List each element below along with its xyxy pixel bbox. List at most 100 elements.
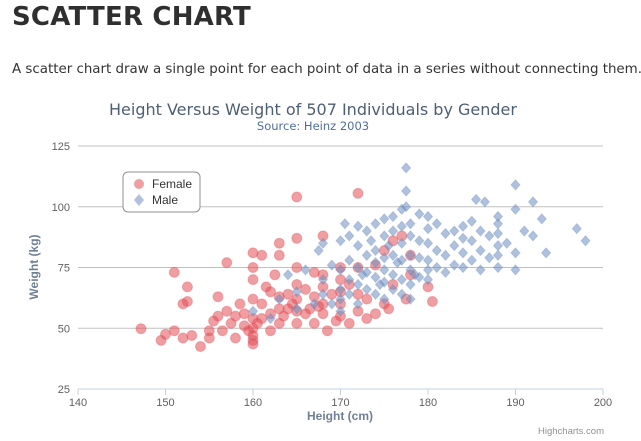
male-point[interactable] [440, 227, 451, 240]
male-point[interactable] [313, 244, 324, 257]
female-point[interactable] [181, 281, 193, 293]
male-point[interactable] [387, 210, 399, 223]
female-point[interactable] [370, 308, 381, 320]
male-point[interactable] [422, 273, 434, 286]
male-point[interactable] [449, 225, 460, 237]
male-point[interactable] [352, 220, 364, 232]
male-point[interactable] [510, 203, 521, 215]
female-point[interactable] [160, 328, 171, 340]
female-point[interactable] [234, 298, 246, 310]
male-point[interactable] [383, 239, 394, 252]
female-point[interactable] [212, 310, 224, 322]
male-point[interactable] [466, 235, 477, 247]
male-point[interactable] [352, 298, 364, 310]
female-point[interactable] [426, 296, 438, 307]
legend-item-female[interactable]: Female [134, 177, 192, 191]
male-point[interactable] [317, 237, 329, 249]
male-point[interactable] [470, 193, 482, 206]
male-point[interactable] [344, 273, 355, 286]
male-point[interactable] [414, 252, 425, 264]
male-point[interactable] [352, 278, 364, 291]
male-point[interactable] [370, 271, 381, 283]
male-point[interactable] [396, 237, 407, 249]
male-point[interactable] [414, 271, 425, 283]
male-point[interactable] [449, 259, 460, 271]
female-point[interactable] [308, 317, 320, 329]
male-point[interactable] [519, 225, 530, 237]
male-point[interactable] [400, 185, 412, 197]
female-point[interactable] [343, 317, 355, 329]
male-point[interactable] [484, 230, 495, 242]
female-point[interactable] [265, 286, 276, 298]
male-point[interactable] [457, 247, 469, 259]
female-point[interactable] [361, 313, 373, 324]
female-point[interactable] [291, 317, 303, 329]
male-point[interactable] [400, 162, 412, 174]
male-point[interactable] [457, 220, 469, 232]
male-point[interactable] [405, 278, 416, 291]
male-point[interactable] [422, 210, 434, 223]
male-point[interactable] [339, 218, 351, 230]
male-point[interactable] [370, 256, 381, 269]
female-point[interactable] [203, 332, 215, 344]
male-point[interactable] [475, 264, 486, 276]
male-point[interactable] [309, 298, 320, 310]
male-point[interactable] [379, 213, 390, 225]
male-point[interactable] [387, 283, 399, 296]
male-point[interactable] [396, 273, 407, 286]
male-point[interactable] [352, 261, 364, 274]
male-point[interactable] [265, 312, 276, 325]
male-point[interactable] [405, 293, 416, 305]
male-point[interactable] [475, 244, 486, 257]
male-point[interactable] [291, 303, 302, 315]
female-point[interactable] [186, 330, 198, 341]
male-point[interactable] [396, 288, 407, 300]
male-point[interactable] [510, 247, 521, 259]
male-point[interactable] [440, 266, 451, 279]
female-point[interactable] [291, 232, 303, 244]
male-point[interactable] [571, 222, 582, 235]
female-point[interactable] [269, 269, 281, 281]
male-point[interactable] [370, 244, 381, 257]
male-point[interactable] [440, 249, 451, 262]
female-point[interactable] [247, 274, 259, 286]
male-point[interactable] [282, 269, 294, 281]
female-point[interactable] [256, 298, 268, 310]
male-point[interactable] [396, 254, 407, 266]
female-point[interactable] [247, 293, 259, 305]
male-point[interactable] [335, 305, 346, 317]
legend-item-male[interactable]: Male [134, 193, 178, 207]
male-point[interactable] [317, 273, 329, 286]
male-point[interactable] [422, 222, 434, 235]
female-point[interactable] [361, 293, 373, 305]
male-point[interactable] [379, 252, 390, 264]
male-point[interactable] [379, 230, 390, 242]
male-point[interactable] [370, 288, 381, 300]
male-point[interactable] [396, 220, 407, 232]
male-point[interactable] [365, 235, 377, 247]
male-point[interactable] [540, 247, 552, 259]
female-point[interactable] [300, 283, 311, 295]
male-point[interactable] [479, 196, 491, 208]
male-point[interactable] [247, 305, 259, 317]
male-point[interactable] [387, 269, 399, 281]
male-point[interactable] [457, 261, 469, 274]
male-point[interactable] [361, 249, 372, 262]
male-point[interactable] [492, 261, 504, 274]
male-point[interactable] [335, 293, 346, 305]
female-point[interactable] [216, 325, 228, 337]
male-point[interactable] [414, 208, 425, 220]
male-point[interactable] [510, 179, 521, 191]
female-point[interactable] [317, 298, 329, 310]
male-point[interactable] [475, 225, 486, 237]
male-point[interactable] [414, 235, 425, 247]
male-point[interactable] [422, 237, 434, 249]
male-point[interactable] [291, 286, 302, 298]
female-point[interactable] [221, 257, 233, 269]
male-point[interactable] [317, 288, 329, 300]
male-point[interactable] [431, 244, 442, 257]
male-point[interactable] [405, 230, 416, 242]
male-point[interactable] [370, 218, 381, 230]
male-point[interactable] [466, 254, 477, 266]
female-point[interactable] [247, 262, 259, 273]
